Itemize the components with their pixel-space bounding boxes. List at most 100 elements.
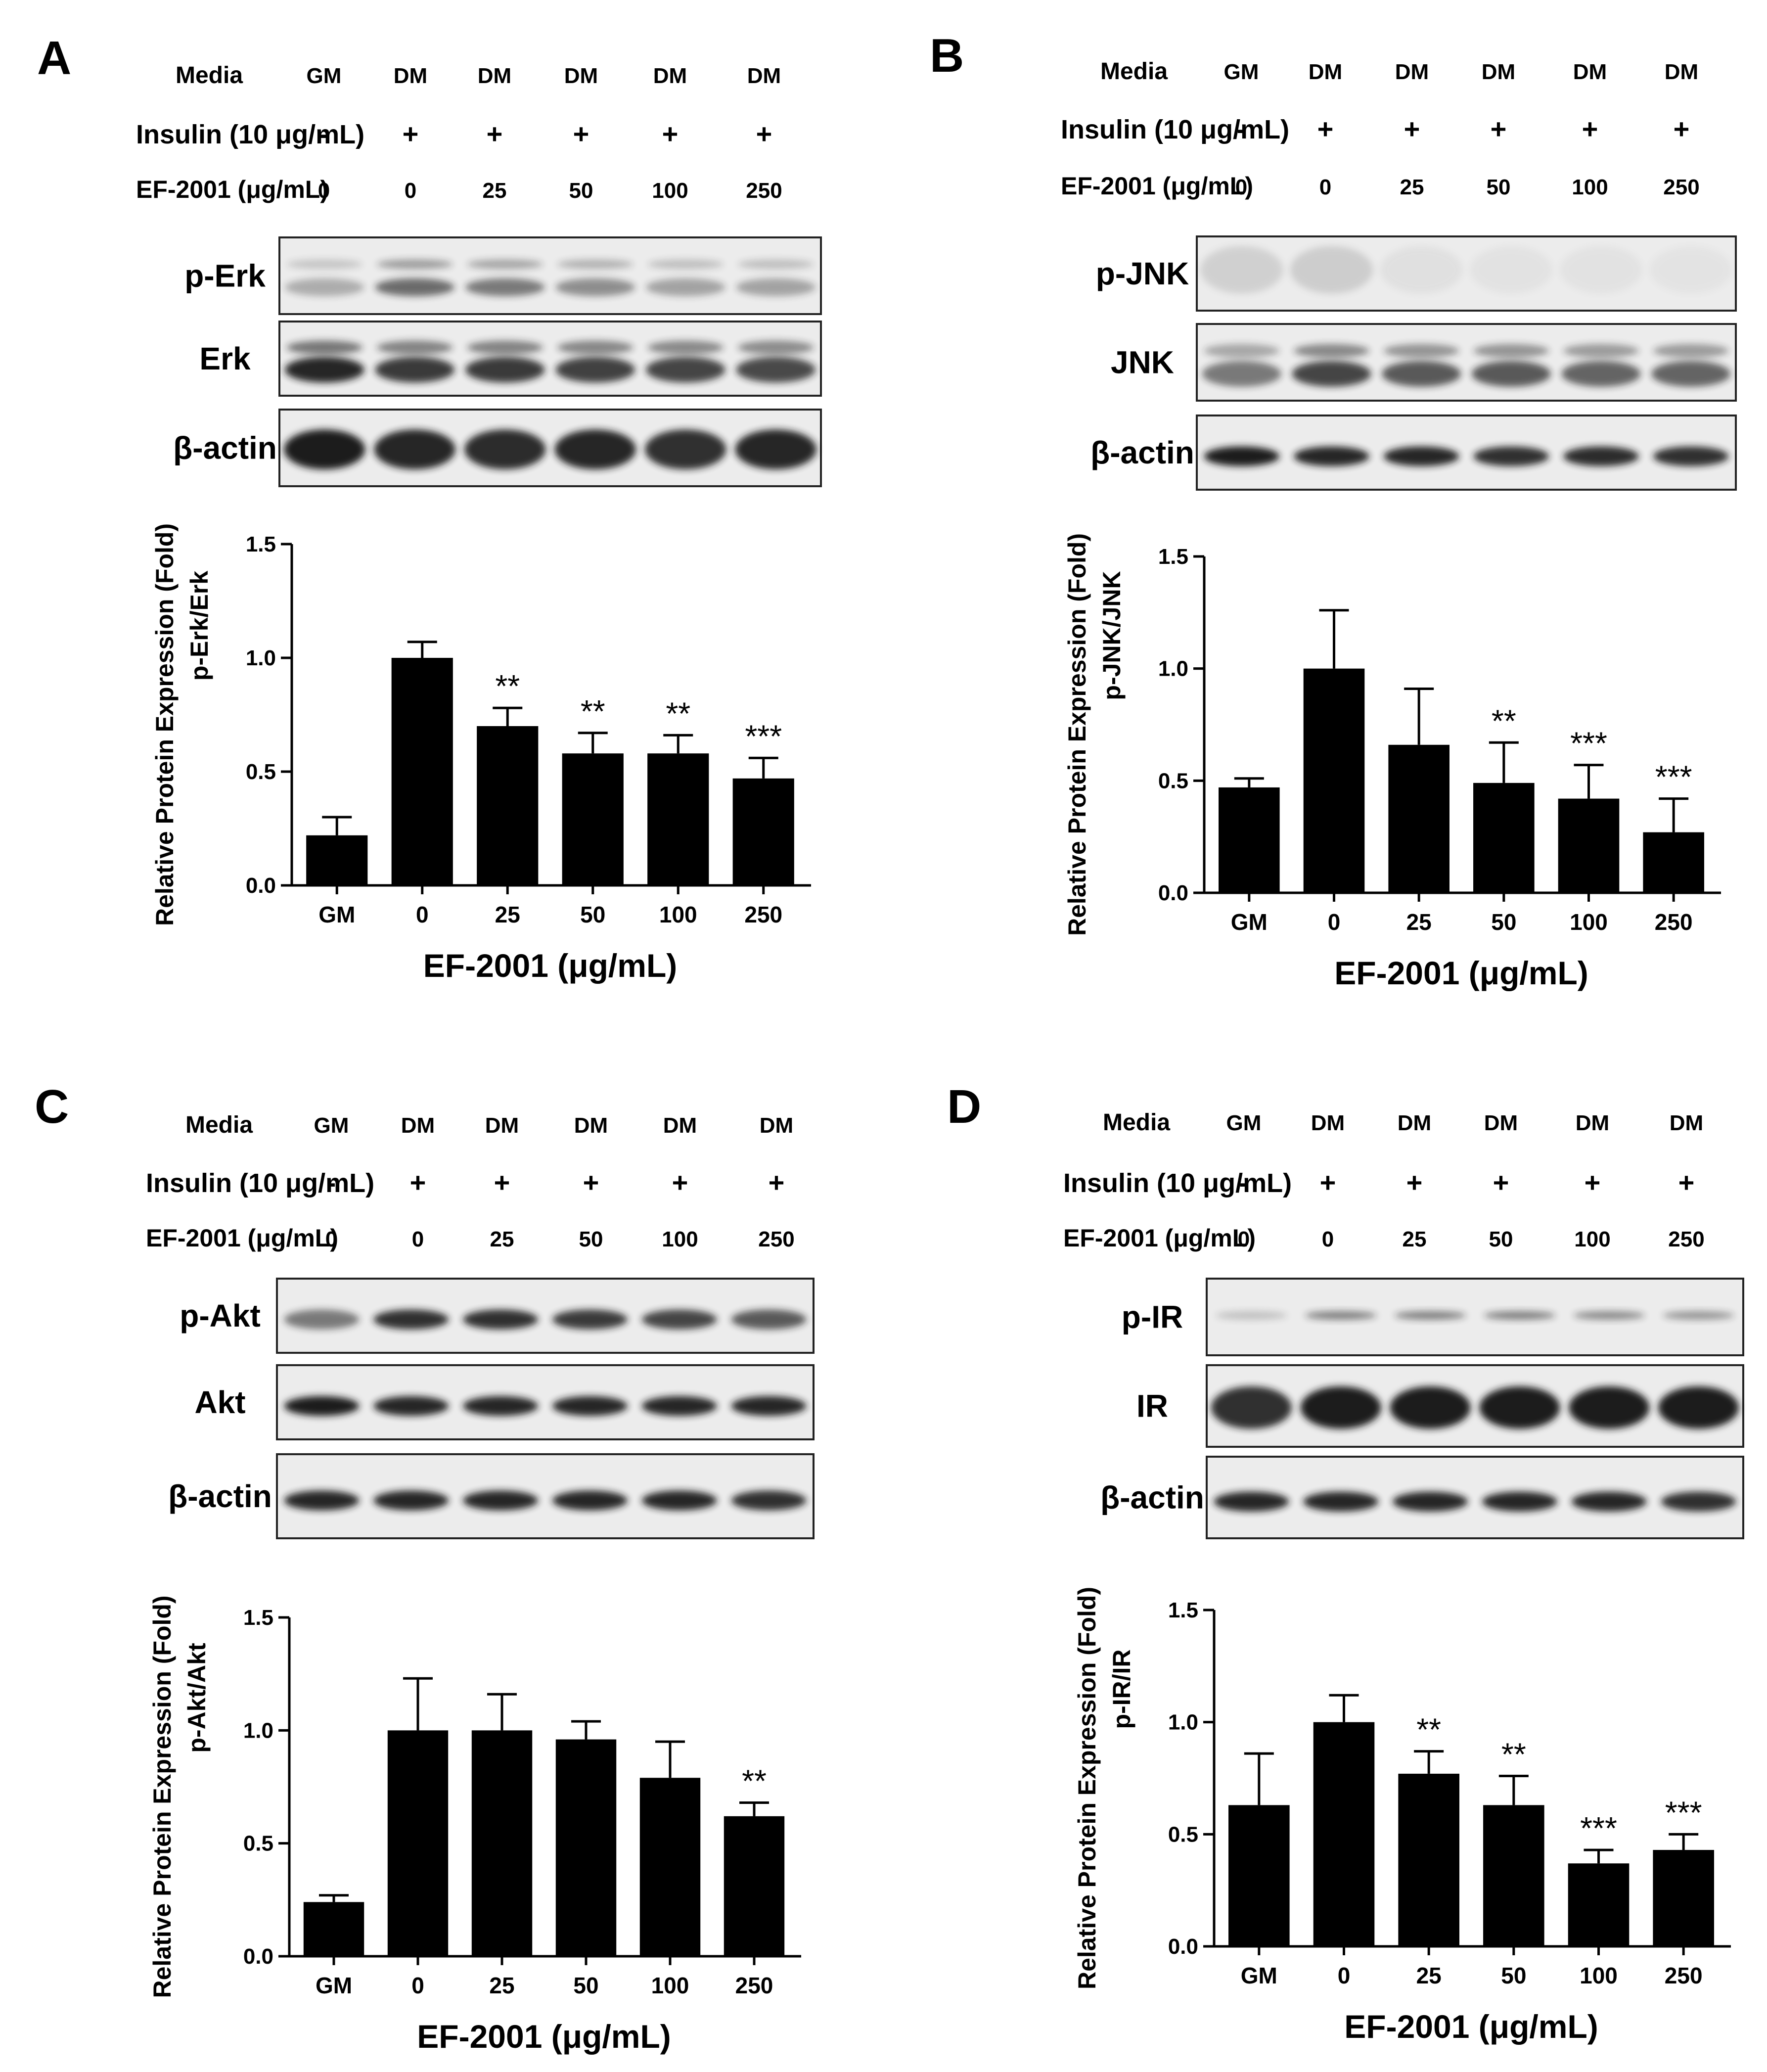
significance-marker: *** [1655, 759, 1692, 795]
bar [555, 1739, 617, 1956]
row-label-insulin: Insulin (10 μg/mL) [1061, 115, 1289, 144]
row-label-insulin: Insulin (10 μg/mL) [1063, 1168, 1292, 1198]
lane-ef-value: 25 [490, 1227, 514, 1251]
band [1382, 361, 1461, 387]
band [1394, 1311, 1466, 1320]
y-tick-label: 1.0 [246, 646, 276, 670]
blot-frame [1206, 1278, 1744, 1356]
x-axis-title: EF-2001 (μg/mL) [1334, 955, 1588, 991]
x-tick-label: 50 [1491, 909, 1516, 935]
row-label-media: Media [176, 62, 243, 89]
lane-insulin-value: + [410, 1167, 426, 1198]
lane-media-value: DM [1670, 1111, 1703, 1135]
lane-media-value: DM [1309, 60, 1342, 84]
band [557, 340, 634, 355]
lane-media-value: DM [1311, 1111, 1345, 1135]
bar [1568, 1863, 1630, 1946]
panel-letter: C [35, 1080, 69, 1133]
bar [303, 1902, 364, 1956]
x-tick-label: 25 [495, 902, 520, 927]
band [463, 1490, 539, 1511]
blot-actin: β-actin [173, 409, 822, 487]
bar [1653, 1850, 1714, 1946]
band [1393, 1491, 1468, 1512]
x-tick-label: GM [316, 1973, 352, 1998]
lane-ef-value: 0 [405, 179, 416, 203]
blot-frame [276, 1453, 815, 1539]
band [645, 278, 725, 296]
blot-frame [276, 1278, 815, 1354]
x-tick-label: 25 [1406, 909, 1432, 935]
blot-frame [278, 409, 822, 487]
bar [1398, 1773, 1459, 1946]
lane-insulin-value: + [1320, 1167, 1336, 1198]
panel-D: D Media GM DM DM DM DM DM Insulin (10 μg/mL)- + + +… [947, 1080, 1744, 1539]
x-tick-label: 50 [580, 902, 605, 927]
lane-media-value: DM [653, 64, 687, 88]
y-axis-title: Relative Protein Expression (Fold) [148, 1595, 176, 1998]
lane-media-value: GM [307, 64, 342, 88]
blot-frame [276, 1364, 815, 1440]
band [464, 429, 546, 469]
band [1473, 446, 1549, 466]
x-tick-label: 250 [735, 1973, 773, 1998]
significance-marker: *** [1570, 726, 1607, 761]
lane-media-value: DM [485, 1113, 519, 1138]
y-tick-label: 1.5 [1158, 545, 1188, 569]
x-tick-label: 50 [1501, 1963, 1526, 1988]
band [1563, 344, 1639, 358]
lane-insulin-value: + [573, 118, 589, 149]
band [1569, 1386, 1650, 1429]
bar [1228, 1805, 1290, 1946]
row-label-media: Media [1100, 58, 1168, 85]
lane-media-value: DM [1482, 60, 1515, 84]
significance-marker: *** [1665, 1795, 1702, 1830]
x-tick-label: 250 [1655, 909, 1693, 935]
blot-label: Akt [194, 1384, 245, 1420]
y-axis-subtitle: p-Akt/Akt [183, 1643, 211, 1753]
band [1470, 246, 1553, 294]
lane-media-value: DM [394, 64, 427, 88]
band [467, 340, 543, 355]
blot-jnk: JNK [1111, 323, 1737, 402]
band [377, 340, 453, 355]
bar [387, 1730, 449, 1956]
bar-chart-A: 0.0 0.5 1.0 1.5 GM 0 25 ** 50 ** 100 ** 250 *** EF-200… [151, 523, 811, 984]
lane-insulin-value: + [403, 118, 419, 149]
bar [1219, 787, 1280, 893]
x-tick-label: 0 [1338, 1963, 1351, 1988]
lane-ef-value: 50 [1489, 1227, 1513, 1251]
y-axis-title: Relative Protein Expression (Fold) [151, 523, 179, 926]
blot-actin: β-actin [1100, 1456, 1744, 1539]
significance-marker: ** [495, 668, 520, 704]
band [731, 1396, 807, 1416]
band [1571, 1491, 1647, 1512]
blot-frame [278, 236, 822, 315]
x-tick-label: 0 [1328, 909, 1341, 935]
blot-label: p-JNK [1096, 256, 1189, 291]
lane-insulin-value: + [756, 118, 772, 149]
lane-ef-value: 0 [318, 179, 330, 203]
y-tick-label: 0.0 [243, 1944, 273, 1969]
x-tick-label: 0 [416, 902, 429, 927]
band [1214, 1491, 1289, 1512]
lane-media-value: DM [574, 1113, 608, 1138]
lane-insulin-value: + [769, 1167, 785, 1198]
lane-insulin-value: + [494, 1167, 510, 1198]
y-axis-subtitle: p-JNK/JNK [1098, 571, 1126, 700]
panel-letter: D [947, 1080, 981, 1133]
band [1294, 446, 1369, 466]
lane-ef-value: 0 [1322, 1227, 1334, 1251]
band [284, 1490, 360, 1511]
y-tick-label: 0.5 [1158, 769, 1188, 793]
band [1653, 446, 1729, 466]
band [373, 1309, 449, 1330]
lane-insulin-value: + [662, 118, 679, 149]
y-tick-label: 1.5 [1168, 1598, 1198, 1622]
lane-insulin-value: + [1582, 113, 1598, 144]
band [377, 259, 453, 270]
blot-label: β-actin [168, 1478, 272, 1514]
band [284, 429, 365, 469]
bar [1643, 832, 1704, 893]
lane-ef-value: 250 [1668, 1227, 1704, 1251]
